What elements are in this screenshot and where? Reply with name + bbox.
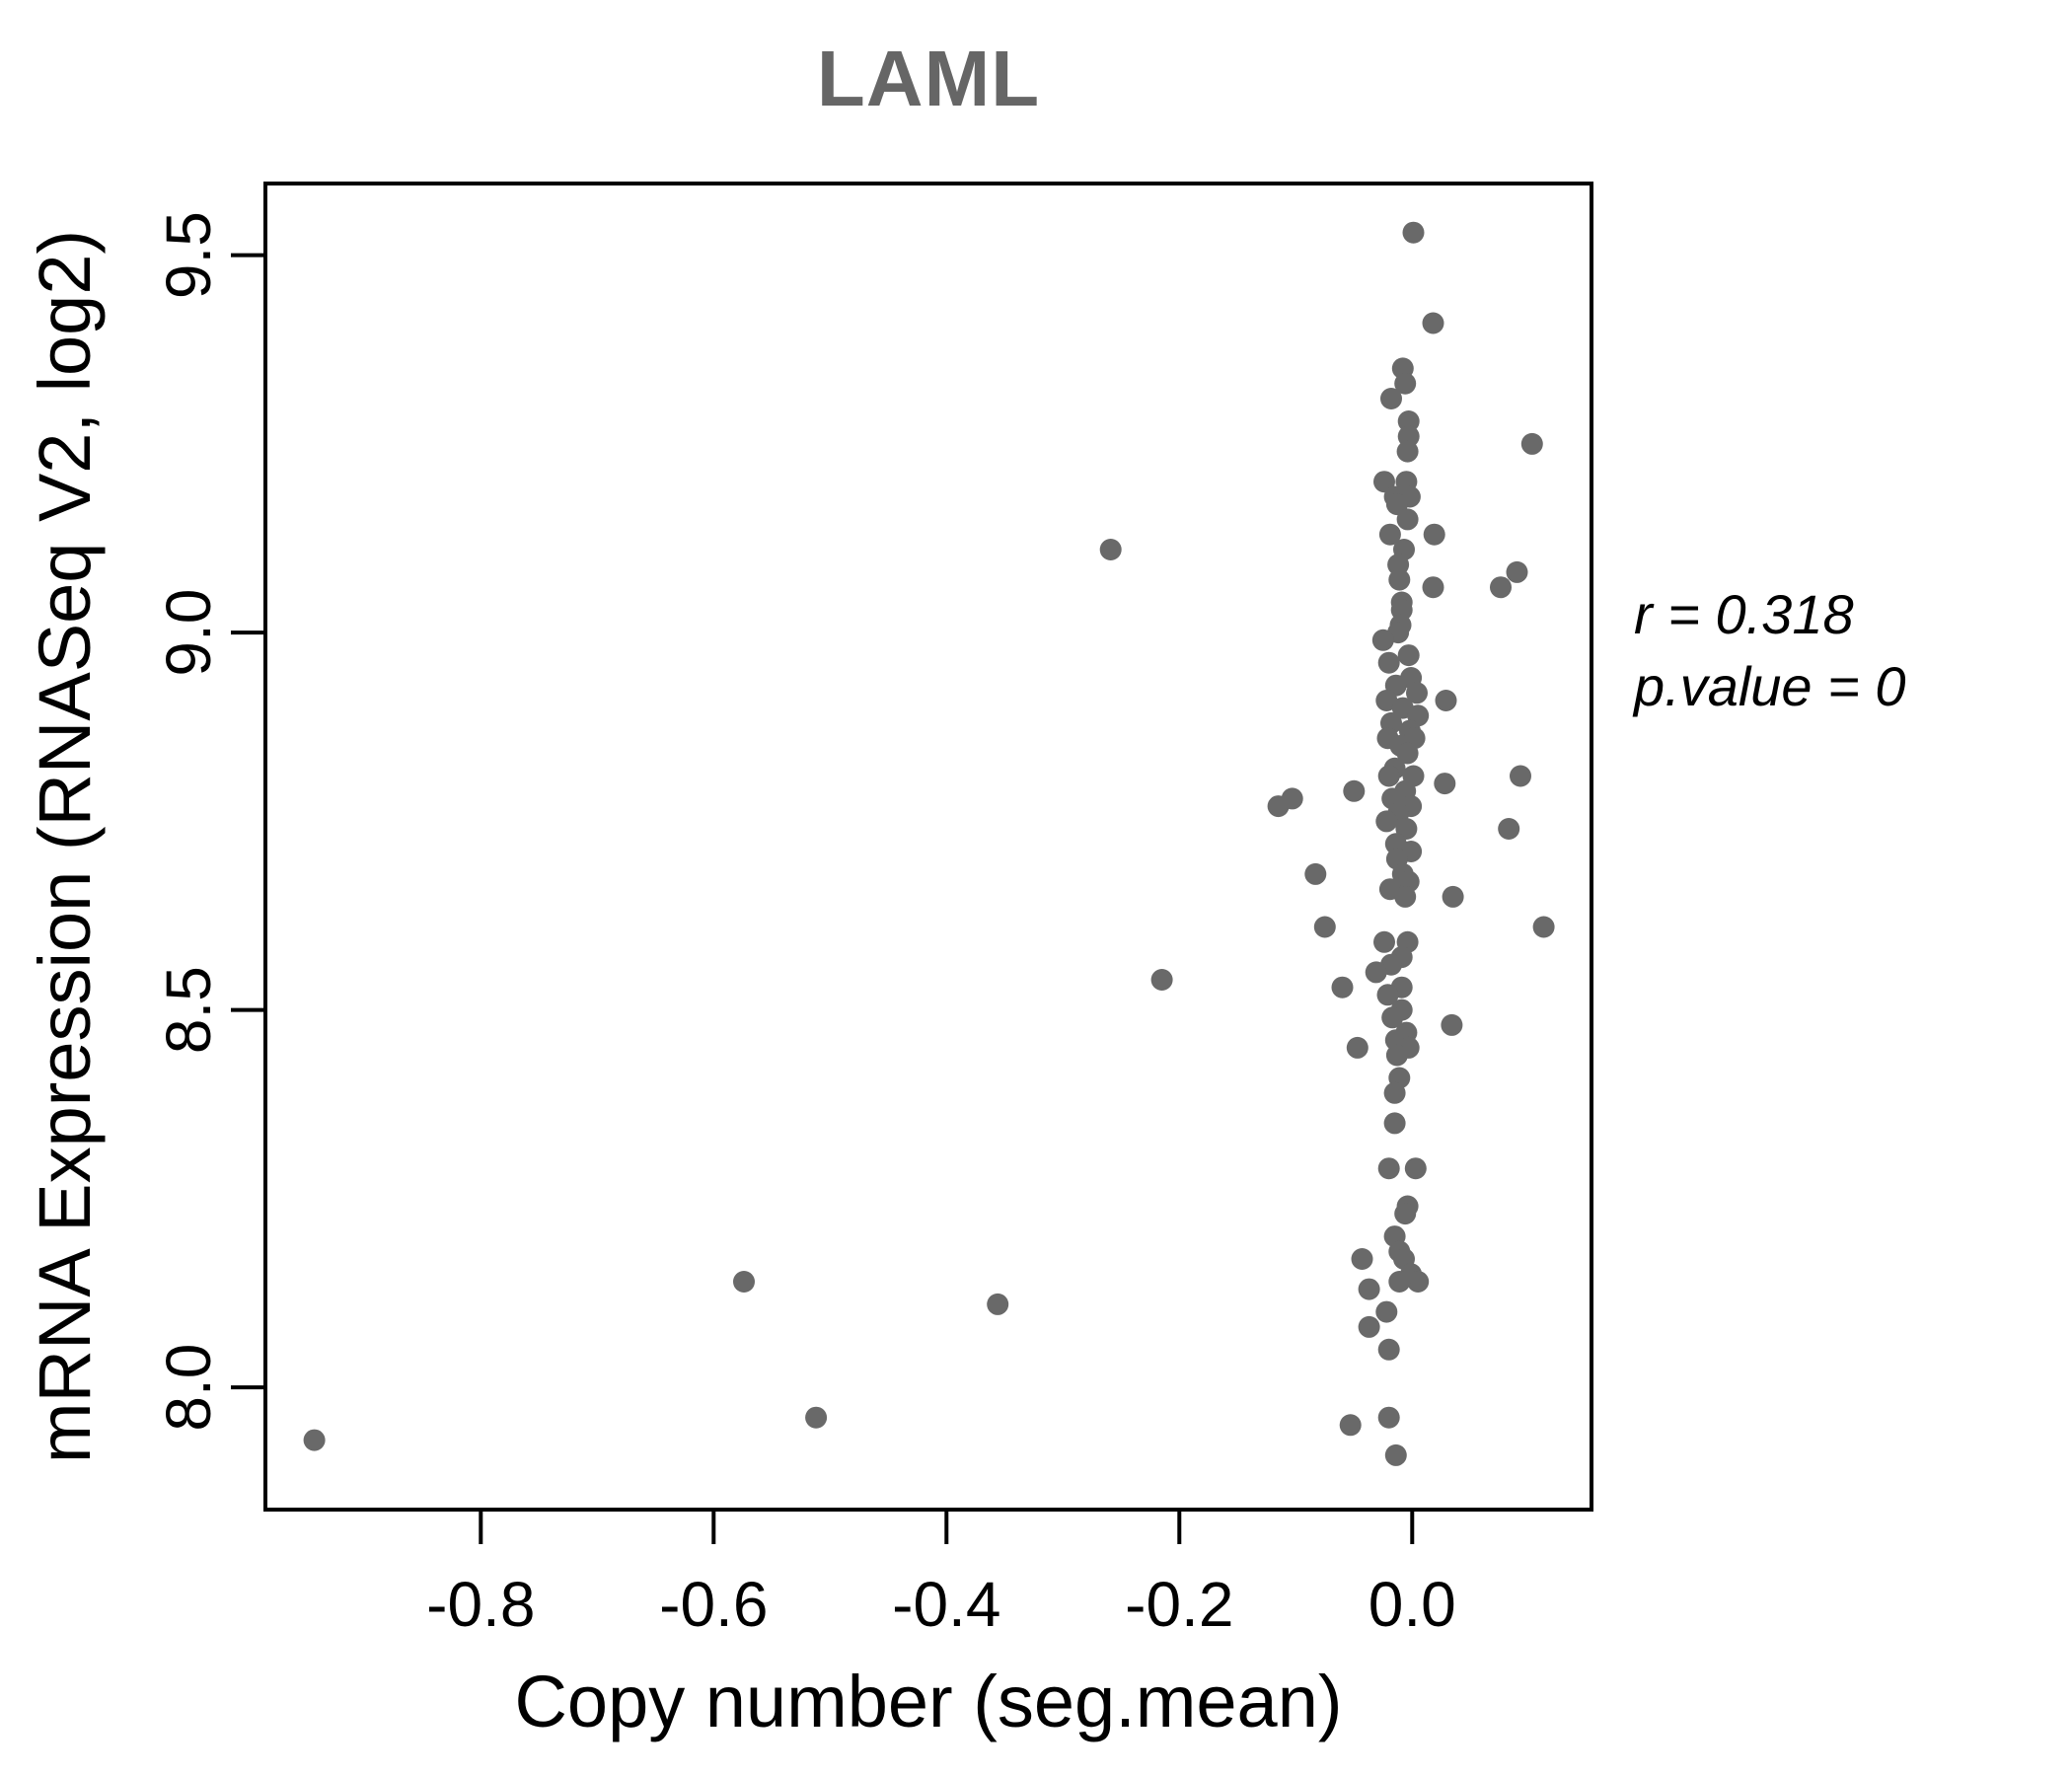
data-point xyxy=(1388,1271,1411,1293)
data-point xyxy=(1346,1036,1369,1059)
data-point xyxy=(1394,372,1417,395)
data-point xyxy=(1375,810,1398,833)
p-value: p.value = 0 xyxy=(1634,655,1906,717)
data-point xyxy=(1498,818,1520,840)
data-point xyxy=(1510,765,1531,787)
data-point xyxy=(1397,410,1420,432)
data-point xyxy=(1394,885,1417,908)
data-point xyxy=(1532,916,1555,938)
data-point xyxy=(1373,930,1395,953)
correlation-value: r = 0.318 xyxy=(1634,583,1854,645)
data-point xyxy=(1313,916,1336,938)
data-point xyxy=(1406,682,1428,704)
data-point xyxy=(1351,1248,1373,1270)
data-point xyxy=(1331,976,1354,999)
data-point xyxy=(987,1293,1009,1315)
data-point xyxy=(1365,961,1387,984)
x-axis-label: Copy number (seg.mean) xyxy=(514,1661,1343,1742)
y-tick-label: 8.0 xyxy=(153,1344,224,1432)
data-point xyxy=(1375,690,1398,711)
data-point xyxy=(1380,388,1402,409)
data-point xyxy=(1304,862,1327,885)
x-tick-label: -0.4 xyxy=(892,1569,1000,1640)
data-point xyxy=(1099,539,1122,560)
data-point xyxy=(1394,1203,1417,1225)
data-point xyxy=(1407,1271,1430,1293)
data-point xyxy=(1281,787,1303,810)
data-point xyxy=(1358,1278,1380,1300)
data-point xyxy=(1377,765,1400,787)
data-point xyxy=(1435,690,1457,711)
data-point xyxy=(1381,1006,1404,1029)
data-point xyxy=(1383,1112,1406,1135)
data-point xyxy=(1371,629,1394,651)
data-point xyxy=(1520,432,1543,455)
data-point xyxy=(1423,523,1445,546)
data-point xyxy=(1395,818,1418,840)
data-point xyxy=(1358,1315,1380,1338)
data-point xyxy=(1378,523,1401,546)
data-point xyxy=(303,1429,326,1451)
x-tick-label: -0.2 xyxy=(1125,1569,1233,1640)
data-point xyxy=(1385,493,1408,516)
data-point xyxy=(1490,576,1512,599)
data-point xyxy=(1377,1406,1400,1429)
chart-title: LAML xyxy=(816,35,1041,122)
data-point xyxy=(1396,508,1419,531)
data-point xyxy=(1402,221,1425,244)
plot-box xyxy=(263,182,1593,1512)
y-tick-label: 9.5 xyxy=(153,211,224,299)
data-point xyxy=(1339,1414,1362,1437)
data-point xyxy=(1422,312,1444,334)
data-point xyxy=(1442,885,1464,908)
y-tick-label: 8.5 xyxy=(153,966,224,1054)
stats-annotation: r = 0.318 p.value = 0 xyxy=(1634,578,1906,722)
y-axis-label: mRNA Expression (RNASeq V2, log2) xyxy=(24,229,106,1464)
data-point xyxy=(1377,1157,1400,1180)
data-point xyxy=(1388,568,1411,591)
data-point xyxy=(1384,1443,1407,1466)
data-point xyxy=(1375,1300,1398,1323)
data-point xyxy=(1343,779,1366,802)
data-point xyxy=(1422,576,1444,599)
data-point xyxy=(1396,440,1419,463)
data-point xyxy=(1506,560,1528,583)
data-point xyxy=(1396,742,1419,765)
data-point xyxy=(1377,651,1400,674)
data-point xyxy=(1385,1044,1408,1067)
data-point xyxy=(805,1406,828,1429)
data-point xyxy=(733,1271,755,1293)
x-tick-label: -0.6 xyxy=(659,1569,768,1640)
y-tick-label: 9.0 xyxy=(153,589,224,677)
data-point xyxy=(1376,984,1399,1006)
data-point xyxy=(1404,1157,1427,1180)
data-point xyxy=(1373,471,1395,493)
data-point xyxy=(1150,969,1173,991)
data-point xyxy=(1397,644,1420,667)
x-tick-label: 0.0 xyxy=(1369,1569,1456,1640)
data-point xyxy=(1441,1013,1463,1036)
data-point xyxy=(1377,1338,1400,1361)
x-tick-label: -0.8 xyxy=(426,1569,535,1640)
data-point xyxy=(1434,773,1456,795)
data-point xyxy=(1383,1081,1406,1104)
